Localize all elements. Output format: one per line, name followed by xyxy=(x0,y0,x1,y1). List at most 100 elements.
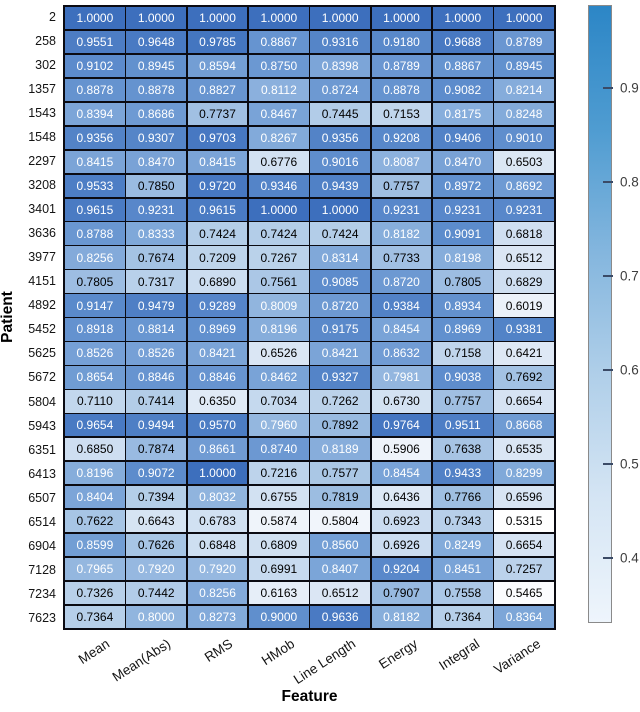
y-tick-label: 7234 xyxy=(28,586,56,601)
colorbar-tick-label: 0.5 xyxy=(620,456,639,472)
heatmap-cell: 1.0000 xyxy=(310,7,371,30)
y-tick-label: 2 xyxy=(49,10,56,25)
heatmap-cell: 0.9648 xyxy=(126,30,187,54)
heatmap-cell: 0.7343 xyxy=(432,509,493,533)
colorbar-tick-mark xyxy=(603,557,613,560)
heatmap-cell: 0.9615 xyxy=(187,198,248,221)
heatmap-cell: 0.6923 xyxy=(371,509,432,533)
heatmap-cell: 0.5874 xyxy=(248,509,309,533)
heatmap-cell: 0.6596 xyxy=(494,485,554,509)
heatmap-cell: 0.8720 xyxy=(310,294,371,317)
heatmap-cell: 0.7394 xyxy=(126,485,187,509)
heatmap-cell: 0.8032 xyxy=(187,485,248,509)
colorbar-tick-mark xyxy=(603,274,613,277)
heatmap-cell: 0.8526 xyxy=(65,342,125,365)
y-tick-label: 6351 xyxy=(28,442,56,457)
heatmap-cell: 0.7034 xyxy=(248,390,309,413)
heatmap-cell: 0.6926 xyxy=(371,533,432,557)
heatmap-cell: 0.8404 xyxy=(65,485,125,509)
heatmap-cell: 0.8972 xyxy=(432,174,493,198)
heatmap-cell: 0.8750 xyxy=(248,54,309,78)
heatmap-cell: 0.9511 xyxy=(432,414,493,437)
heatmap-cell: 0.9356 xyxy=(65,126,125,150)
heatmap-cell: 0.6163 xyxy=(248,581,309,605)
heatmap-cell: 0.6783 xyxy=(187,509,248,533)
heatmap-cell: 0.8000 xyxy=(126,605,187,628)
heatmap-cell: 0.8267 xyxy=(248,126,309,150)
heatmap-cell: 0.8724 xyxy=(310,78,371,102)
heatmap-cell: 0.6890 xyxy=(187,270,248,293)
heatmap-cell: 0.8415 xyxy=(187,150,248,174)
heatmap-cell: 0.9494 xyxy=(126,414,187,437)
heatmap-cell: 0.7622 xyxy=(65,509,125,533)
heatmap-cell: 0.7737 xyxy=(187,102,248,126)
heatmap-cell: 0.8333 xyxy=(126,222,187,245)
heatmap-cell: 0.6512 xyxy=(494,246,554,269)
x-axis-title: Feature xyxy=(281,688,338,705)
heatmap-cell: 0.9231 xyxy=(494,198,554,221)
heatmap-cell: 0.8454 xyxy=(371,461,432,485)
heatmap-cell: 0.9439 xyxy=(310,174,371,198)
colorbar-tick-label: 0.4 xyxy=(620,550,639,566)
heatmap-cell: 0.7414 xyxy=(126,390,187,413)
heatmap-cell: 0.8273 xyxy=(187,605,248,628)
heatmap-cell: 0.9533 xyxy=(65,174,125,198)
y-tick-label: 2297 xyxy=(28,154,56,169)
heatmap-cell: 0.7326 xyxy=(65,581,125,605)
heatmap-cell: 0.6818 xyxy=(494,222,554,245)
heatmap-cell: 0.8182 xyxy=(371,222,432,245)
heatmap-cell: 0.7216 xyxy=(248,461,309,485)
heatmap-cell: 1.0000 xyxy=(248,7,309,30)
heatmap-cell: 0.9091 xyxy=(432,222,493,245)
heatmap-cell: 0.9406 xyxy=(432,126,493,150)
heatmap-cell: 0.7892 xyxy=(310,414,371,437)
heatmap-cell: 0.7364 xyxy=(432,605,493,628)
heatmap-cell: 0.8398 xyxy=(310,54,371,78)
heatmap-cell: 0.8934 xyxy=(432,294,493,317)
heatmap-cell: 0.8249 xyxy=(432,533,493,557)
y-axis-tick-labels: 2 258 302 1357 1543 1548 2297 3208 3401 3636 3977 4… xyxy=(0,5,59,630)
heatmap-cell: 0.8594 xyxy=(187,54,248,78)
heatmap-cell: 0.9147 xyxy=(65,294,125,317)
heatmap-cell: 1.0000 xyxy=(187,7,248,30)
y-tick-label: 302 xyxy=(35,58,56,73)
heatmap-cell: 0.9208 xyxy=(371,126,432,150)
heatmap-cell: 1.0000 xyxy=(187,461,248,485)
heatmap-cell: 0.7920 xyxy=(126,557,187,581)
heatmap-cell: 0.8451 xyxy=(432,557,493,581)
y-tick-label: 6507 xyxy=(28,490,56,505)
heatmap-cell: 0.8526 xyxy=(126,342,187,365)
heatmap-cell: 0.7561 xyxy=(248,270,309,293)
heatmap-cell: 0.8248 xyxy=(494,102,554,126)
heatmap-cell: 0.8661 xyxy=(187,437,248,461)
heatmap-cell: 0.8214 xyxy=(494,78,554,102)
heatmap-cell: 0.6350 xyxy=(187,390,248,413)
heatmap-cell: 0.9231 xyxy=(126,198,187,221)
heatmap-cell: 0.9289 xyxy=(187,294,248,317)
heatmap-cell: 0.7638 xyxy=(432,437,493,461)
y-tick-label: 1543 xyxy=(28,106,56,121)
heatmap-cell: 0.7757 xyxy=(371,174,432,198)
heatmap-cell: 0.6535 xyxy=(494,437,554,461)
heatmap-cell: 0.9204 xyxy=(371,557,432,581)
heatmap-cell: 0.7110 xyxy=(65,390,125,413)
y-tick-label: 5943 xyxy=(28,418,56,433)
heatmap-cell: 0.7257 xyxy=(494,557,554,581)
heatmap-cell: 0.6776 xyxy=(248,150,309,174)
heatmap-cell: 0.9000 xyxy=(248,605,309,628)
heatmap-cell: 0.8867 xyxy=(248,30,309,54)
y-tick-label: 3977 xyxy=(28,250,56,265)
y-tick-label: 5672 xyxy=(28,370,56,385)
heatmap-cell: 0.7262 xyxy=(310,390,371,413)
heatmap-cell: 0.7317 xyxy=(126,270,187,293)
heatmap-cell: 0.9016 xyxy=(310,150,371,174)
heatmap-cell: 0.9764 xyxy=(371,414,432,437)
y-tick-label: 3208 xyxy=(28,178,56,193)
heatmap-cell: 0.7209 xyxy=(187,246,248,269)
y-tick-label: 5625 xyxy=(28,346,56,361)
heatmap-cell: 0.6730 xyxy=(371,390,432,413)
heatmap-cell: 0.8299 xyxy=(494,461,554,485)
y-tick-label: 6514 xyxy=(28,514,56,529)
heatmap-cell: 0.9085 xyxy=(310,270,371,293)
heatmap-cell: 0.7442 xyxy=(126,581,187,605)
